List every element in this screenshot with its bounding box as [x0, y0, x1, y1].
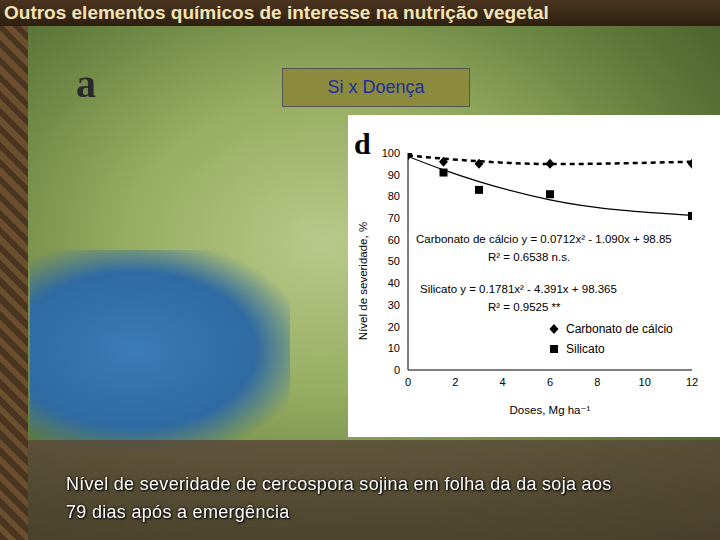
html-text:Nível de severidade, %: Nível de severidade, % — [357, 221, 369, 341]
svg-text:0: 0 — [394, 364, 400, 376]
html-text:R² = 0.6538 n.s.: R² = 0.6538 n.s. — [488, 251, 571, 263]
html-text:Silicato: Silicato — [566, 342, 605, 356]
svg-text:80: 80 — [388, 190, 400, 202]
svg-text:30: 30 — [388, 299, 400, 311]
svg-text:12: 12 — [686, 376, 698, 388]
svg-text:100: 100 — [382, 147, 400, 159]
svg-text:20: 20 — [388, 321, 400, 333]
svg-text:6: 6 — [547, 376, 553, 388]
html-text:Silicato y = 0.1781x² - 4.391x: Silicato y = 0.1781x² - 4.391x + 98.365 — [420, 283, 617, 295]
html-text:Carbonato de cálcio: Carbonato de cálcio — [566, 322, 673, 336]
svg-text:50: 50 — [388, 255, 400, 267]
html-text:Doses, Mg ha⁻¹: Doses, Mg ha⁻¹ — [509, 404, 591, 416]
svg-text:2: 2 — [452, 376, 458, 388]
svg-text:70: 70 — [388, 212, 400, 224]
svg-text:8: 8 — [594, 376, 600, 388]
svg-text:0: 0 — [405, 376, 411, 388]
html-text:a: a — [76, 61, 96, 106]
html-text:Si x Doença: Si x Doença — [327, 77, 425, 97]
svg-text:4: 4 — [500, 376, 506, 388]
html-text:Outros elementos químicos de i: Outros elementos químicos de interesse n… — [4, 2, 549, 23]
html-text:Nível de severidade de cercosp: Nível de severidade de cercospora sojina… — [66, 474, 612, 522]
svg-text:10: 10 — [388, 342, 400, 354]
html-text:R² = 0.9525 **: R² = 0.9525 ** — [488, 301, 561, 313]
svg-text:90: 90 — [388, 169, 400, 181]
html-text:Carbonato de cálcio y = 0.0712: Carbonato de cálcio y = 0.0712x² - 1.090… — [416, 233, 672, 245]
svg-text:40: 40 — [388, 277, 400, 289]
svg-text:60: 60 — [388, 234, 400, 246]
svg-text:10: 10 — [639, 376, 651, 388]
html-text:d: d — [354, 127, 371, 160]
